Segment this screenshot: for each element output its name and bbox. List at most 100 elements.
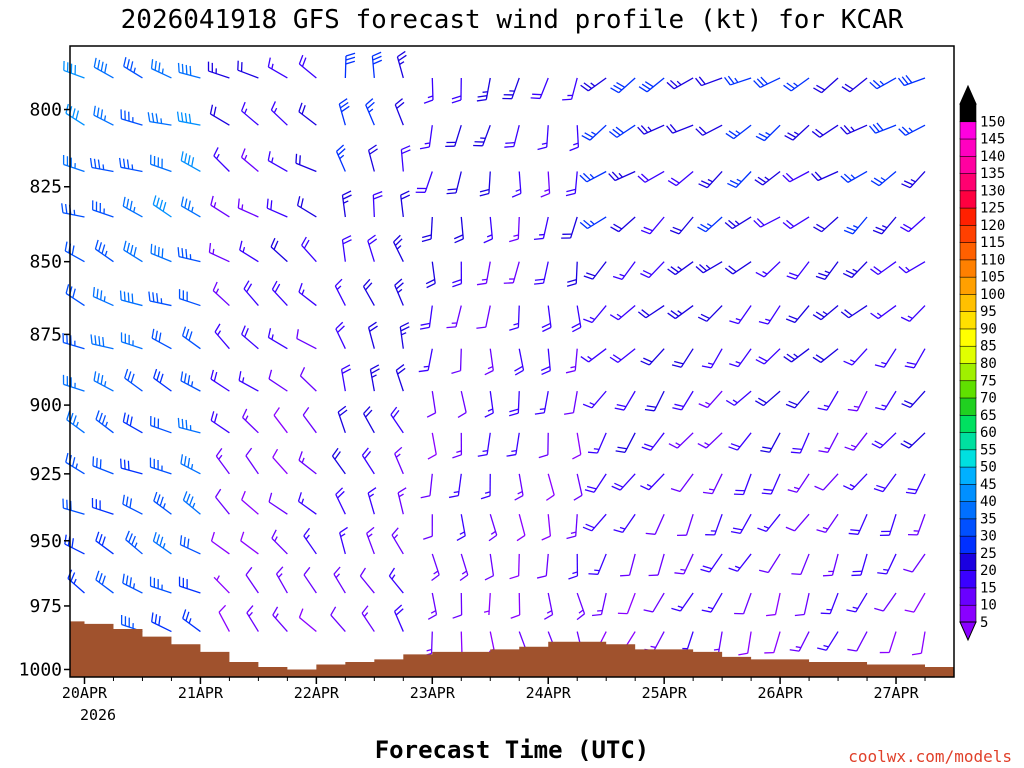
barb-feather (452, 614, 462, 619)
colorbar-label: 95 (980, 304, 997, 320)
barb-feather (843, 229, 854, 235)
barb-staff (153, 377, 172, 392)
colorbar-swatch (959, 207, 977, 226)
barb-feather (126, 59, 130, 69)
barb-feather (426, 282, 436, 289)
barb-feather (788, 272, 799, 277)
colorbar-label: 55 (980, 442, 997, 458)
barb-staff (211, 540, 230, 555)
wind-barb (396, 50, 407, 79)
barb-staff (489, 553, 495, 576)
barb-feather (670, 487, 681, 493)
colorbar-swatch (959, 431, 977, 451)
barb-feather (452, 279, 462, 284)
barb-feather (725, 399, 735, 406)
barb-feather (571, 322, 581, 329)
barb-feather (822, 574, 833, 577)
barb-half-feather (879, 80, 885, 86)
barb-half-feather (190, 381, 194, 387)
wind-barb (514, 473, 524, 501)
barb-feather (391, 527, 399, 536)
barb-feather (611, 171, 620, 180)
wind-barb (817, 390, 839, 411)
wind-barb (610, 77, 636, 94)
barb-feather (614, 407, 625, 411)
wind-barb (152, 532, 172, 555)
wind-barb (581, 124, 607, 141)
barb-feather (818, 450, 828, 453)
wind-barb (753, 216, 781, 228)
barb-staff (649, 216, 665, 235)
barb-feather (339, 526, 348, 534)
barb-feather (538, 454, 549, 459)
barb-staff (826, 390, 839, 411)
barb-half-feather (216, 153, 220, 160)
barb-feather (702, 491, 713, 495)
barb-staff (344, 55, 347, 78)
wind-barb (361, 447, 375, 475)
wind-barb (506, 432, 520, 457)
colorbar-swatch (959, 224, 977, 243)
barb-staff (363, 413, 375, 434)
barb-staff (714, 513, 723, 536)
barb-staff (63, 341, 85, 350)
barb-staff (791, 348, 810, 363)
barb-feather (757, 176, 767, 184)
barb-feather (753, 80, 761, 88)
barb-half-feather (763, 525, 770, 529)
barb-staff (218, 611, 230, 632)
barb-feather (758, 132, 768, 139)
barb-half-feather (734, 77, 739, 83)
barb-staff (121, 299, 143, 307)
barb-staff (63, 507, 85, 515)
barb-feather (426, 412, 436, 418)
barb-feather (843, 125, 852, 133)
barb-half-feather (850, 444, 857, 448)
wind-barb (811, 170, 839, 182)
barb-staff (152, 204, 172, 218)
barb-staff (95, 418, 114, 434)
barb-staff (821, 216, 839, 233)
barb-feather (215, 488, 222, 498)
barb-feather (782, 221, 791, 230)
barb-half-feather (765, 318, 771, 322)
barb-half-feather (881, 225, 888, 229)
barb-feather (119, 290, 122, 301)
barb-feather (161, 248, 164, 258)
wind-barb (120, 109, 143, 126)
wind-barb (905, 473, 926, 495)
barb-half-feather (423, 365, 429, 368)
wind-barb (400, 190, 411, 218)
barb-feather (569, 146, 579, 152)
barb-half-feather (271, 157, 274, 163)
barb-feather (451, 99, 462, 104)
barb-feather (210, 531, 215, 542)
colorbar-label: 40 (980, 494, 997, 510)
barb-staff (149, 300, 172, 307)
wind-barb (488, 514, 498, 542)
barb-feather (847, 408, 858, 412)
colorbar-swatch (959, 103, 977, 123)
barb-staff (272, 456, 288, 475)
barb-feather (613, 223, 623, 230)
wind-barb (648, 553, 665, 577)
barb-feather (758, 397, 767, 404)
barb-staff (588, 348, 607, 363)
barb-staff (742, 473, 752, 495)
wind-barb (645, 513, 665, 535)
barb-staff (623, 390, 636, 411)
barb-feather (670, 177, 680, 184)
wind-barb (725, 390, 752, 406)
barb-half-feather (399, 61, 405, 66)
barb-feather (154, 60, 157, 71)
barb-staff (518, 514, 526, 536)
wind-barb (871, 432, 897, 449)
barb-feather (516, 534, 526, 542)
wind-barb (215, 448, 230, 475)
barb-feather (610, 87, 620, 94)
wind-barb (302, 407, 317, 434)
wind-barb (459, 553, 469, 582)
barb-staff (576, 432, 582, 455)
barb-half-feather (850, 174, 856, 179)
barb-staff (587, 77, 607, 92)
